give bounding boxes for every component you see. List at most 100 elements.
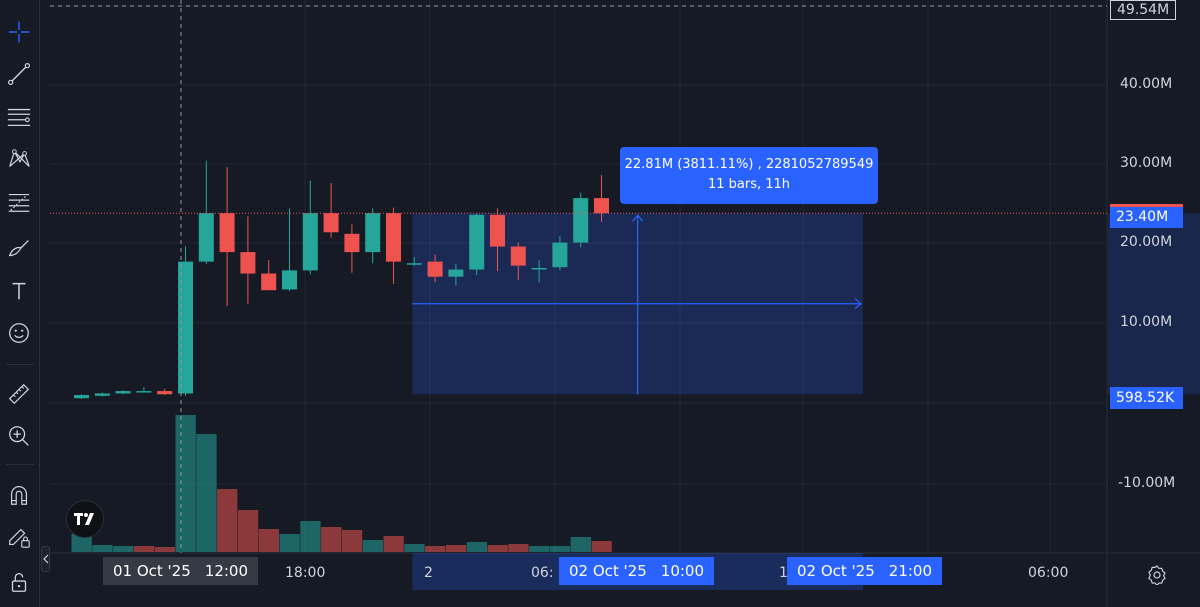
volume-bar [175,415,196,552]
time-axis-label: 2 [424,565,433,581]
crosshair-date: 01 Oct '25 [113,562,191,580]
measure-end-date: 02 Oct '25 [797,562,875,580]
candle-body [323,213,339,233]
volume-bar [529,546,550,552]
volume-bar [196,434,217,552]
candle-body [469,214,485,270]
crosshair-icon[interactable] [2,15,36,49]
candle-body [219,213,235,253]
volume-bar [237,510,259,552]
price-axis-label: 30.00M [1120,155,1173,171]
magnet-icon[interactable] [2,478,36,512]
candle-body [386,213,401,262]
measure-price-range-highlight [1108,213,1200,395]
volume-bar [133,546,155,552]
volume-bar [549,546,571,552]
chart-overlays [50,0,1107,553]
measure-start-time: 10:00 [660,562,705,580]
zoom-in-icon[interactable] [2,419,36,453]
volume-bar [466,542,487,552]
lock-icon[interactable] [2,565,36,599]
volume-bar [71,534,92,552]
candle-body [406,263,422,265]
volume-bar [92,545,113,552]
volume-bar [425,546,446,552]
price-axis-label: 20.00M [1120,234,1173,250]
measure-arrow-up-head [632,214,644,222]
toolbar-divider [6,464,34,465]
candle-body [302,213,318,271]
drawing-toolbar [0,0,40,607]
candle-body [282,270,297,290]
candle-body [573,198,589,243]
time-axis-label: 18:00 [285,565,326,581]
measure-range-box [412,213,1200,590]
trend-line-icon[interactable] [2,57,36,91]
volume-bar [217,489,238,552]
candle-body [240,252,256,274]
candlesticks [74,160,609,399]
measure-tooltip-line2: 11 bars, 11h [707,177,791,192]
volume-bar [154,547,175,552]
volume-bar [113,546,134,552]
price-chart[interactable] [50,0,1200,607]
candle-body [594,198,609,214]
text-icon[interactable] [2,274,36,308]
volume-bar [341,530,363,552]
volume-bar [508,544,529,552]
measure-end-time-badge: 02 Oct '25 21:00 [787,557,943,585]
chevron-left-icon [42,554,48,564]
candle-body [448,269,464,277]
volume-bar [362,540,383,552]
price-axis-label: 10.00M [1120,314,1173,330]
measure-low-badge: 598.52K [1110,387,1183,409]
measure-start-date: 02 Oct '25 [569,562,647,580]
volume-bar [487,545,508,552]
horizontal-lines-icon[interactable] [2,100,36,134]
candle-body [261,273,277,291]
candle-body [178,261,193,394]
gear-icon [1148,565,1166,585]
pattern-icon[interactable] [2,142,36,176]
volume-bar [300,521,321,552]
candle-body [490,214,505,247]
measure-tooltip-line1: 22.81M (3811.11%) , 2281052789549 [624,157,874,172]
candle-body [531,267,547,270]
candle-body [344,233,360,253]
measure-arrow-right-head [854,298,862,310]
candle-body [510,246,526,266]
candle-body [94,393,110,396]
fib-retracement-icon[interactable] [2,185,36,219]
toolbar-divider [6,364,34,365]
volume-bar [383,536,404,552]
chart-pane[interactable]: 40.00M 30.00M 20.00M 10.00M -10.00M 49.5… [50,0,1200,607]
candle-body [157,391,173,395]
candle-body [136,391,152,393]
collapse-toolbar-button[interactable] [41,546,50,572]
volume-bar [279,534,300,552]
volume-bar [404,544,425,552]
volume-bar [591,541,612,552]
candle-body [552,242,568,268]
volume-bar [258,529,279,552]
measure-tooltip: 22.81M (3811.11%) , 2281052789549 11 bar… [620,147,878,204]
time-axis-label: 06:00 [1028,565,1069,581]
brush-icon[interactable] [2,231,36,265]
emoji-icon[interactable] [2,316,36,350]
crosshair-time-badge: 01 Oct '25 12:00 [103,557,259,585]
measure-start-time-badge: 02 Oct '25 10:00 [559,557,715,585]
time-axis-label: 06: [531,565,554,581]
volume-bars [71,415,612,552]
candle-body [198,213,214,262]
crosshair-time: 12:00 [204,562,249,580]
volume-bar [570,537,591,552]
candle-body [115,391,131,394]
chart-settings-button[interactable] [1145,563,1169,587]
last-price-badge: 23.40M [1110,204,1183,228]
tradingview-logo[interactable] [66,500,104,538]
ruler-icon[interactable] [2,377,36,411]
lock-drawing-icon[interactable] [2,520,36,554]
measure-end-time: 21:00 [888,562,933,580]
candle-body [365,213,381,253]
candle-body [427,261,443,277]
